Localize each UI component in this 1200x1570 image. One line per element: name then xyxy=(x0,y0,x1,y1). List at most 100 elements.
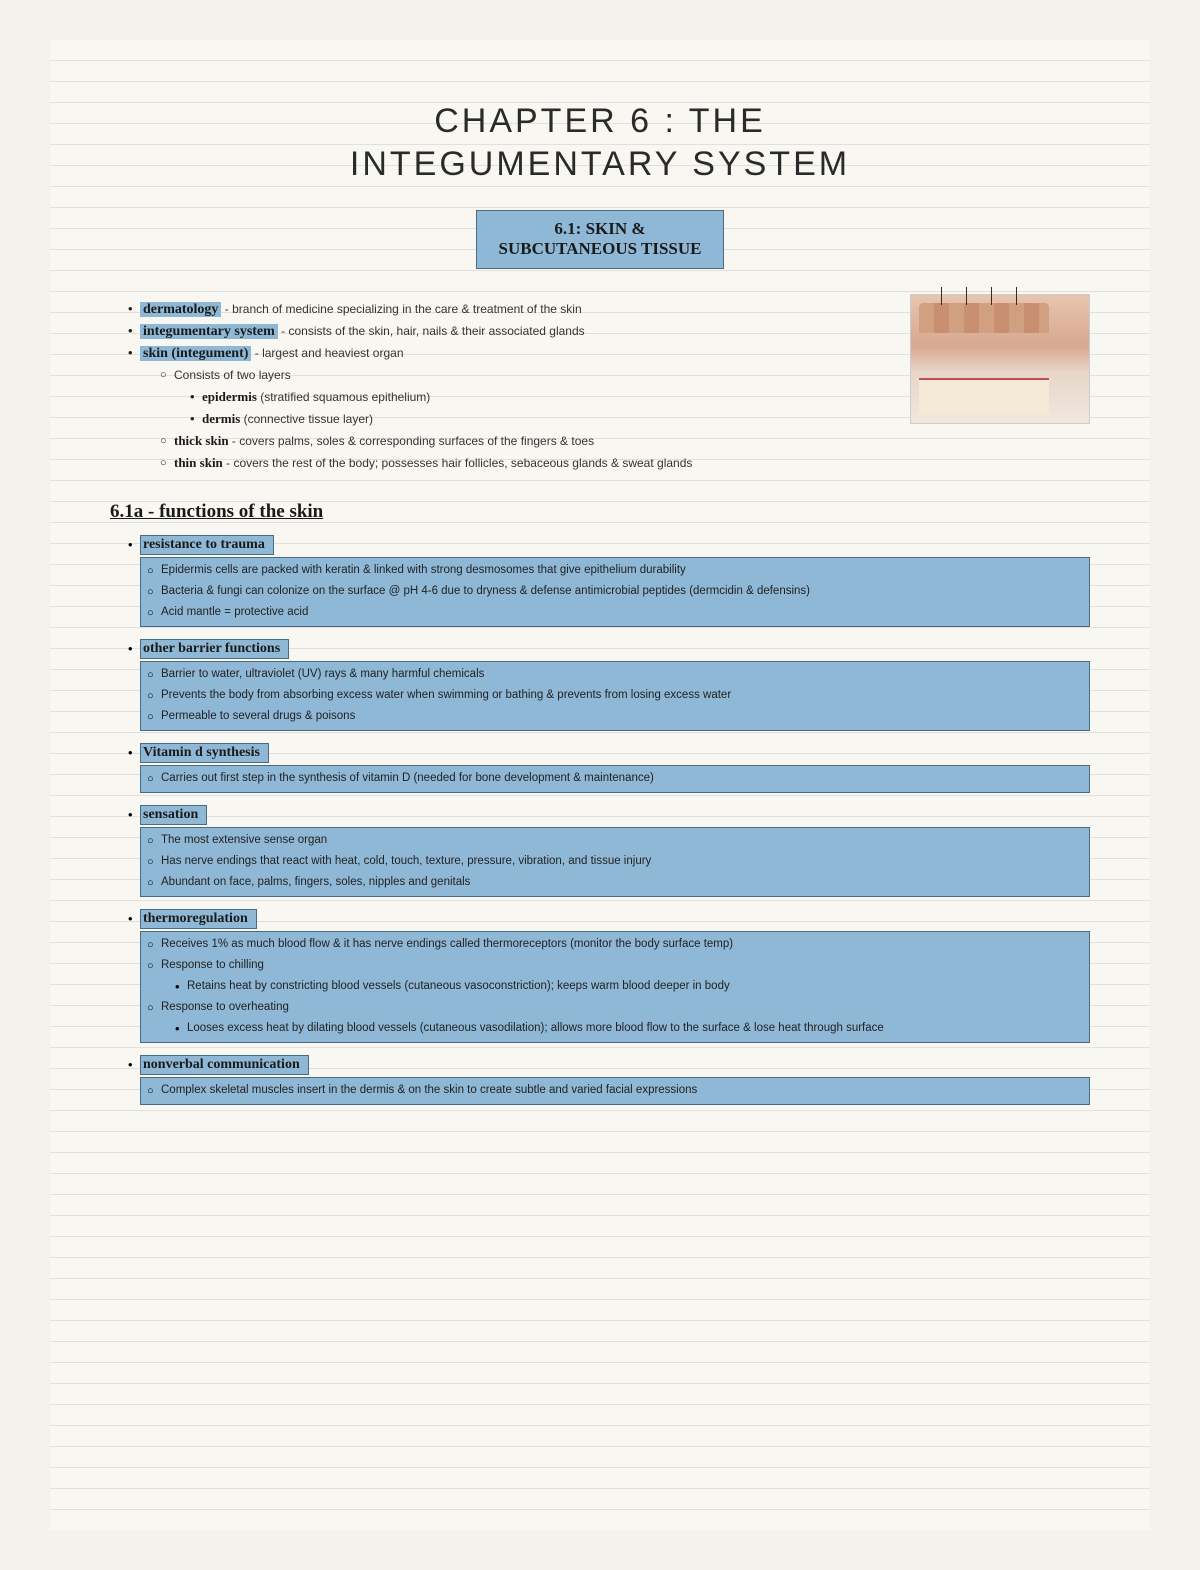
def-text: (connective tissue layer) xyxy=(240,412,373,426)
sub-row: ○ thin skin - covers the rest of the bod… xyxy=(110,453,870,473)
notebook-paper: CHAPTER 6 : THE INTEGUMENTARY SYSTEM 6.1… xyxy=(50,40,1150,1530)
section-line-2: SUBCUTANEOUS TISSUE xyxy=(499,239,702,259)
function-title: Vitamin d synthesis xyxy=(140,743,269,763)
function-line-text: Complex skeletal muscles insert in the d… xyxy=(161,1081,697,1100)
function-title: other barrier functions xyxy=(140,639,289,659)
function-block: •nonverbal communication○Complex skeleta… xyxy=(110,1055,1090,1105)
def-text: - covers palms, soles & corresponding su… xyxy=(229,434,595,448)
bullet-icon: • xyxy=(128,909,140,929)
term-dermis: dermis xyxy=(202,411,240,426)
circle-bullet-icon: ○ xyxy=(147,831,161,851)
skin-diagram-image xyxy=(910,294,1090,424)
function-line-text: Receives 1% as much blood flow & it has … xyxy=(161,935,733,954)
section-line-1: 6.1: SKIN & xyxy=(499,219,702,239)
function-line: ○Barrier to water, ultraviolet (UV) rays… xyxy=(147,665,1083,685)
function-line: ○Response to overheating xyxy=(147,998,1083,1018)
bullet-icon: • xyxy=(128,743,140,763)
function-line: ○Response to chilling xyxy=(147,956,1083,976)
term-integumentary-system: integumentary system xyxy=(140,324,278,339)
function-line: ○Permeable to several drugs & poisons xyxy=(147,707,1083,727)
bullet-icon: • xyxy=(190,387,202,407)
def-text: - largest and heaviest organ xyxy=(251,346,403,360)
section-box-wrap: 6.1: SKIN & SUBCUTANEOUS TISSUE xyxy=(110,210,1090,269)
bullet-icon: • xyxy=(128,639,140,659)
def-text: (stratified squamous epithelium) xyxy=(257,390,430,404)
function-line: •Looses excess heat by dilating blood ve… xyxy=(147,1019,1083,1039)
circle-bullet-icon: ○ xyxy=(147,603,161,623)
function-line-text: Epidermis cells are packed with keratin … xyxy=(161,561,686,580)
function-line-text: Acid mantle = protective acid xyxy=(161,603,308,622)
bullet-icon: • xyxy=(128,343,140,363)
function-title: resistance to trauma xyxy=(140,535,274,555)
function-line: ○Acid mantle = protective acid xyxy=(147,603,1083,623)
circle-bullet-icon: ○ xyxy=(160,431,174,451)
function-body: ○Receives 1% as much blood flow & it has… xyxy=(140,931,1090,1043)
function-title: nonverbal communication xyxy=(140,1055,309,1075)
circle-bullet-icon: ○ xyxy=(147,686,161,706)
function-line-text: Response to chilling xyxy=(161,956,264,975)
functions-list: •resistance to trauma○Epidermis cells ar… xyxy=(110,535,1090,1105)
function-title-row: •resistance to trauma xyxy=(110,535,1090,555)
circle-bullet-icon: ○ xyxy=(147,956,161,976)
circle-bullet-icon: ○ xyxy=(160,365,174,385)
circle-bullet-icon: ○ xyxy=(160,453,174,473)
function-body: ○Epidermis cells are packed with keratin… xyxy=(140,557,1090,627)
term-skin: skin (integument) xyxy=(140,346,251,361)
function-line: ○Carries out first step in the synthesis… xyxy=(147,769,1083,789)
function-line: ○Abundant on face, palms, fingers, soles… xyxy=(147,873,1083,893)
function-line-text: Looses excess heat by dilating blood ves… xyxy=(187,1019,884,1038)
function-line-text: The most extensive sense organ xyxy=(161,831,327,850)
function-line: ○Bacteria & fungi can colonize on the su… xyxy=(147,582,1083,602)
term-epidermis: epidermis xyxy=(202,389,257,404)
bullet-icon: • xyxy=(190,409,202,429)
function-body: ○Barrier to water, ultraviolet (UV) rays… xyxy=(140,661,1090,731)
sub-row: ○ Consists of two layers xyxy=(110,365,870,385)
function-line-text: Has nerve endings that react with heat, … xyxy=(161,852,651,871)
circle-bullet-icon: ○ xyxy=(147,1081,161,1101)
function-block: •resistance to trauma○Epidermis cells ar… xyxy=(110,535,1090,627)
function-line-text: Carries out first step in the synthesis … xyxy=(161,769,654,788)
term-thick-skin: thick skin xyxy=(174,433,229,448)
bullet-icon: • xyxy=(128,299,140,319)
circle-bullet-icon: ○ xyxy=(147,707,161,727)
function-title-row: •Vitamin d synthesis xyxy=(110,743,1090,763)
title-line-2: INTEGUMENTARY SYSTEM xyxy=(110,143,1090,186)
bullet-icon: • xyxy=(128,1055,140,1075)
function-block: •thermoregulation○Receives 1% as much bl… xyxy=(110,909,1090,1043)
sub-row: • epidermis (stratified squamous epithel… xyxy=(110,387,870,407)
circle-bullet-icon: ○ xyxy=(147,769,161,789)
function-line: ○Epidermis cells are packed with keratin… xyxy=(147,561,1083,581)
sub-row: ○ thick skin - covers palms, soles & cor… xyxy=(110,431,870,451)
function-block: •other barrier functions ○Barrier to wate… xyxy=(110,639,1090,731)
subheading-functions: 6.1a - functions of the skin xyxy=(110,501,1090,523)
bullet-icon: • xyxy=(175,977,187,997)
function-body: ○Carries out first step in the synthesis… xyxy=(140,765,1090,793)
function-title-row: •sensation xyxy=(110,805,1090,825)
circle-bullet-icon: ○ xyxy=(147,582,161,602)
circle-bullet-icon: ○ xyxy=(147,665,161,685)
function-title-row: •other barrier functions xyxy=(110,639,1090,659)
function-line: ○Prevents the body from absorbing excess… xyxy=(147,686,1083,706)
bullet-icon: • xyxy=(128,535,140,555)
function-block: •Vitamin d synthesis ○Carries out first s… xyxy=(110,743,1090,793)
function-line-text: Retains heat by constricting blood vesse… xyxy=(187,977,730,996)
sub-row: • dermis (connective tissue layer) xyxy=(110,409,870,429)
circle-bullet-icon: ○ xyxy=(147,935,161,955)
sub-text: Consists of two layers xyxy=(174,365,291,385)
function-title: sensation xyxy=(140,805,207,825)
function-title-row: •nonverbal communication xyxy=(110,1055,1090,1075)
bullet-icon: • xyxy=(128,805,140,825)
function-body: ○The most extensive sense organ○Has nerv… xyxy=(140,827,1090,897)
function-line-text: Abundant on face, palms, fingers, soles,… xyxy=(161,873,470,892)
term-dermatology: dermatology xyxy=(140,302,221,317)
def-row: • integumentary system - consists of the… xyxy=(110,321,870,341)
def-row: • dermatology - branch of medicine speci… xyxy=(110,299,870,319)
function-line: ○The most extensive sense organ xyxy=(147,831,1083,851)
function-body: ○Complex skeletal muscles insert in the … xyxy=(140,1077,1090,1105)
function-line: ○Has nerve endings that react with heat,… xyxy=(147,852,1083,872)
circle-bullet-icon: ○ xyxy=(147,852,161,872)
def-text: - covers the rest of the body; possesses… xyxy=(223,456,693,470)
definitions-block: • dermatology - branch of medicine speci… xyxy=(110,299,1090,473)
function-block: •sensation○The most extensive sense orga… xyxy=(110,805,1090,897)
function-line-text: Permeable to several drugs & poisons xyxy=(161,707,355,726)
